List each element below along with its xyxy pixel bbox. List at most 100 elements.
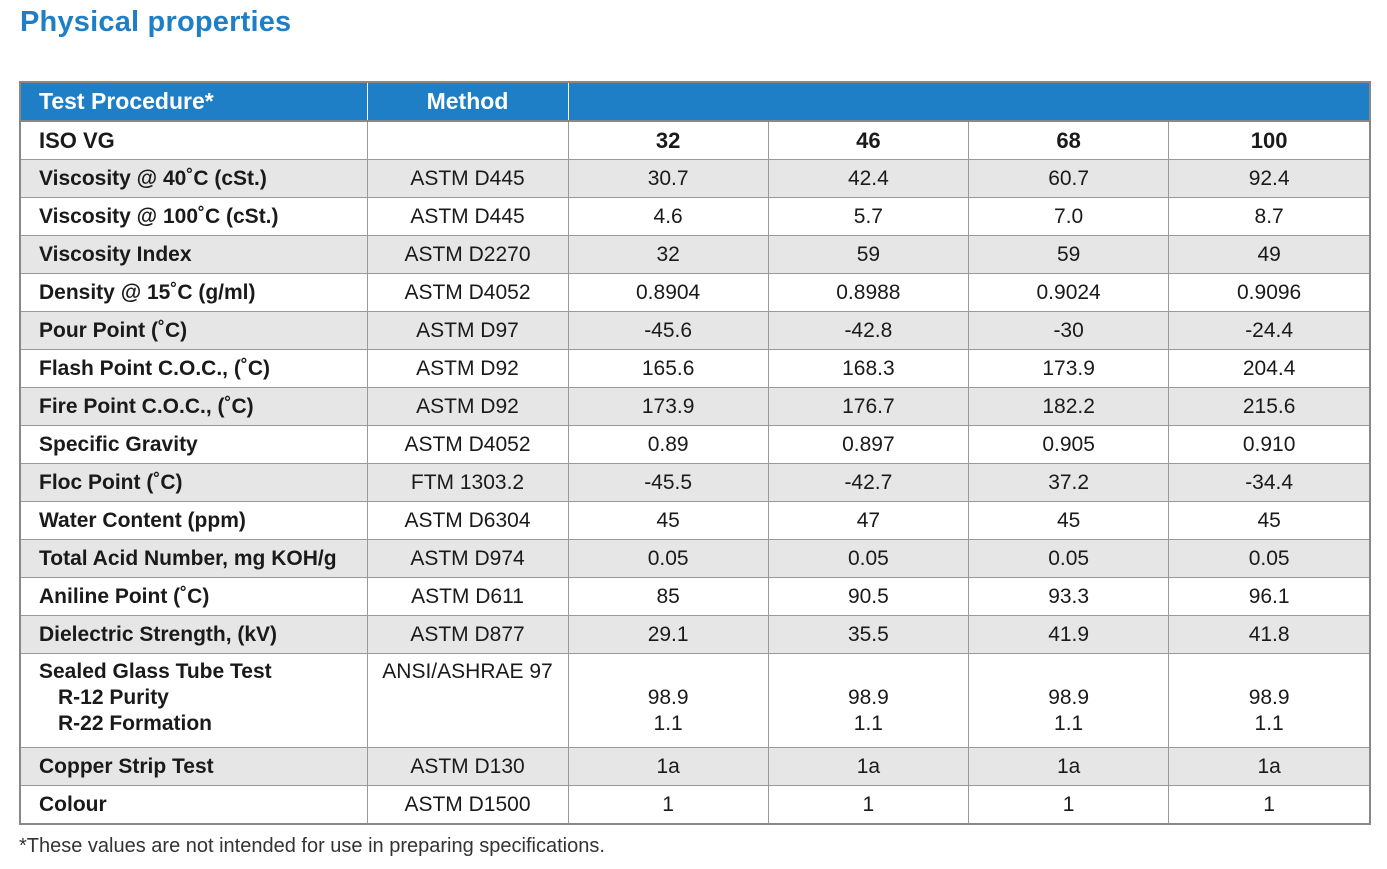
row-value: 7.0 (968, 197, 1170, 236)
row-value: 45 (968, 501, 1170, 540)
grade-68: 68 (968, 120, 1170, 160)
row-value: 0.9096 (1168, 273, 1369, 312)
row-value: 93.3 (968, 577, 1170, 616)
row-value: 98.9 1.1 (1168, 653, 1369, 748)
row-value: 85 (568, 577, 769, 616)
grade-100: 100 (1168, 120, 1369, 160)
table-row: Aniline Point (˚C) ASTM D611 85 90.5 93.3 96.… (21, 577, 1369, 616)
row-value: 165.6 (568, 349, 769, 388)
header-test-procedure: Test Procedure* (21, 83, 368, 121)
row-value: 49 (1168, 235, 1369, 274)
iso-vg-row: ISO VG 32 46 68 100 (21, 120, 1369, 160)
r22-formation-value: 1.1 (653, 712, 683, 735)
row-value: 37.2 (968, 463, 1170, 502)
row-method: ASTM D2270 (367, 235, 569, 274)
row-value: 60.7 (968, 159, 1170, 198)
row-label: Specific Gravity (21, 425, 368, 464)
row-value: 45 (1168, 501, 1369, 540)
row-value: 215.6 (1168, 387, 1369, 426)
spacer (969, 659, 1168, 685)
row-value: 0.905 (968, 425, 1170, 464)
row-value: 182.2 (968, 387, 1170, 426)
sealed-test-label: Sealed Glass Tube Test (39, 660, 272, 683)
row-value: 30.7 (568, 159, 769, 198)
row-value: 42.4 (768, 159, 970, 198)
row-value: 98.9 1.1 (968, 653, 1170, 748)
row-value: 41.8 (1168, 615, 1369, 654)
table-row: Floc Point (˚C) FTM 1303.2 -45.5 -42.7 37.2-… (21, 463, 1369, 502)
row-method (367, 120, 569, 160)
physical-properties-table: Test Procedure* Method ISO VG 32 46 68 1… (19, 81, 1371, 825)
table-row: Density @ 15˚C (g/ml) ASTM D4052 0.8904 0.8… (21, 273, 1369, 312)
row-label: Viscosity @ 40˚C (cSt.) (21, 159, 368, 198)
row-method: ANSI/ASHRAE 97 (367, 653, 569, 748)
row-value: 1 (568, 785, 769, 823)
r22-formation-value: 1.1 (1254, 712, 1284, 735)
row-value: 1 (968, 785, 1170, 823)
row-method: ASTM D97 (367, 311, 569, 350)
row-method: ASTM D130 (367, 747, 569, 786)
table-header-row: Test Procedure* Method (21, 83, 1369, 121)
table-row: Dielectric Strength, (kV) ASTM D877 29.1 35… (21, 615, 1369, 654)
r12-purity-value: 98.9 (1048, 686, 1090, 709)
row-method: ASTM D1500 (367, 785, 569, 823)
row-method: ASTM D611 (367, 577, 569, 616)
row-value: -24.4 (1168, 311, 1369, 350)
row-value: -34.4 (1168, 463, 1369, 502)
row-value: -42.7 (768, 463, 970, 502)
row-label: Colour (21, 785, 368, 823)
grade-46: 46 (768, 120, 970, 160)
row-value: 0.05 (568, 539, 769, 578)
row-label: Sealed Glass Tube Test R-12 Purity R-22 Fo… (21, 653, 368, 748)
row-value: 0.9024 (968, 273, 1170, 312)
row-value: 0.910 (1168, 425, 1369, 464)
row-label: Pour Point (˚C) (21, 311, 368, 350)
row-value: -30 (968, 311, 1170, 350)
row-value: 92.4 (1168, 159, 1369, 198)
r22-formation-value: 1.1 (1054, 712, 1084, 735)
table-row: Specific Gravity ASTM D4052 0.89 0.897 0.905… (21, 425, 1369, 464)
spacer (1169, 659, 1369, 685)
row-value: 96.1 (1168, 577, 1369, 616)
row-value: 0.05 (768, 539, 970, 578)
table-row: Fire Point C.O.C., (˚C) ASTM D92 173.9 176.… (21, 387, 1369, 426)
row-method: ASTM D4052 (367, 425, 569, 464)
table-row: Viscosity @ 40˚C (cSt.) ASTM D445 30.7 42.4… (21, 159, 1369, 198)
row-value: 98.9 1.1 (568, 653, 769, 748)
row-label: Copper Strip Test (21, 747, 368, 786)
row-value: 0.89 (568, 425, 769, 464)
footnote: *These values are not intended for use i… (19, 835, 605, 857)
grade-32: 32 (568, 120, 769, 160)
row-method: ASTM D92 (367, 349, 569, 388)
row-value: 1a (968, 747, 1170, 786)
row-value: 90.5 (768, 577, 970, 616)
row-method: ASTM D6304 (367, 501, 569, 540)
row-label: Floc Point (˚C) (21, 463, 368, 502)
row-label: Density @ 15˚C (g/ml) (21, 273, 368, 312)
row-value: 29.1 (568, 615, 769, 654)
sealed-sub-label: R-22 Formation (58, 712, 213, 735)
row-value: 41.9 (968, 615, 1170, 654)
row-value: 35.5 (768, 615, 970, 654)
table-row: Total Acid Number, mg KOH/g ASTM D974 0.05… (21, 539, 1369, 578)
header-method: Method (367, 83, 569, 121)
row-value: 47 (768, 501, 970, 540)
row-label: Dielectric Strength, (kV) (21, 615, 368, 654)
table-row: Flash Point C.O.C., (˚C) ASTM D92 165.6 168… (21, 349, 1369, 388)
r12-purity-value: 98.9 (647, 686, 689, 709)
row-value: 1 (768, 785, 970, 823)
row-value: 168.3 (768, 349, 970, 388)
row-value: 1a (768, 747, 970, 786)
r12-purity-value: 98.9 (1248, 686, 1290, 709)
row-value: -45.5 (568, 463, 769, 502)
row-value: 98.9 1.1 (768, 653, 970, 748)
row-method: ASTM D445 (367, 197, 569, 236)
row-value: 0.897 (768, 425, 970, 464)
row-value: 4.6 (568, 197, 769, 236)
table-row: Pour Point (˚C) ASTM D97 -45.6 -42.8 -30 -24.… (21, 311, 1369, 350)
row-value: 204.4 (1168, 349, 1369, 388)
row-value: 173.9 (568, 387, 769, 426)
row-method: FTM 1303.2 (367, 463, 569, 502)
table-row: Water Content (ppm) ASTM D6304 45 47 45 45 (21, 501, 1369, 540)
row-label: ISO VG (21, 120, 368, 160)
